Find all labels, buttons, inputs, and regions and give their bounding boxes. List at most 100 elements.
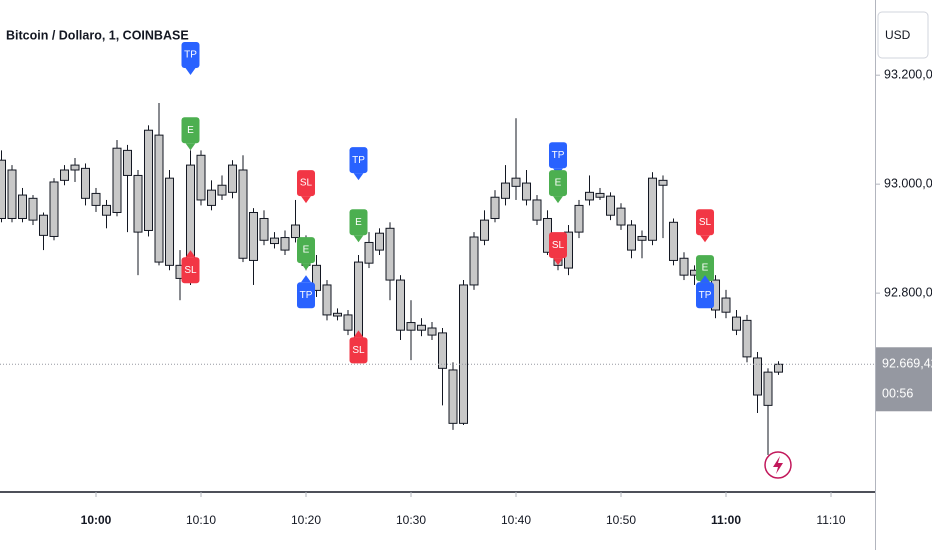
candle-body bbox=[102, 204, 112, 216]
candle-body bbox=[511, 177, 521, 187]
candle-body bbox=[375, 232, 385, 251]
candle-body bbox=[0, 159, 7, 219]
candle-body bbox=[217, 184, 227, 196]
candle-body bbox=[721, 297, 731, 313]
marker-label: SL bbox=[184, 265, 197, 276]
chart-title: Bitcoin / Dollaro, 1, COINBASE bbox=[6, 28, 189, 42]
trade-marker: TP bbox=[349, 147, 368, 181]
candle-body bbox=[354, 261, 364, 341]
candle-body bbox=[112, 147, 122, 213]
marker-label: E bbox=[303, 245, 310, 256]
marker-label: TP bbox=[552, 150, 565, 161]
x-tick-label: 10:10 bbox=[186, 513, 216, 527]
candle-body bbox=[417, 324, 427, 331]
candle-body bbox=[595, 192, 605, 198]
marker-pointer bbox=[185, 143, 196, 151]
candle-body bbox=[49, 181, 59, 237]
currency: USD bbox=[885, 28, 911, 42]
candle-body bbox=[81, 167, 91, 199]
candle-body bbox=[291, 224, 301, 239]
marker-label: E bbox=[187, 125, 194, 136]
candle-body bbox=[658, 179, 668, 186]
candle-body bbox=[459, 284, 469, 424]
candle-body bbox=[133, 174, 143, 233]
candle-body bbox=[480, 219, 490, 241]
candle-body bbox=[648, 177, 658, 241]
trade-marker: SL bbox=[549, 232, 568, 266]
candle-body bbox=[606, 195, 616, 216]
marker-box bbox=[549, 232, 568, 259]
x-tick-label: 10:40 bbox=[501, 513, 531, 527]
candle-body bbox=[448, 369, 458, 424]
candle-body bbox=[364, 241, 374, 264]
candle-body bbox=[28, 197, 38, 221]
trade-marker: TP bbox=[696, 275, 715, 309]
marker-box bbox=[349, 337, 368, 364]
candle-body bbox=[196, 154, 206, 201]
candle-body bbox=[70, 164, 80, 171]
marker-box bbox=[696, 282, 715, 309]
candle-body bbox=[39, 214, 49, 236]
marker-pointer bbox=[353, 330, 364, 338]
candle-body bbox=[280, 237, 290, 251]
trade-marker: TP bbox=[181, 42, 200, 76]
candle-body bbox=[123, 149, 133, 176]
marker-box bbox=[549, 170, 568, 197]
plot-area: TP E SL SL E TP TP E SL TP E SL SL E TP bbox=[0, 42, 784, 455]
candle-body bbox=[343, 314, 353, 331]
candle-body bbox=[469, 236, 479, 286]
alert-icon[interactable] bbox=[764, 451, 792, 479]
marker-pointer bbox=[301, 263, 312, 271]
candle-body bbox=[574, 204, 584, 233]
marker-pointer bbox=[553, 258, 564, 266]
marker-box bbox=[297, 237, 316, 264]
marker-pointer bbox=[301, 275, 312, 283]
candle-body bbox=[616, 207, 626, 226]
marker-pointer bbox=[353, 173, 364, 181]
candle-body bbox=[627, 224, 637, 251]
marker-pointer bbox=[700, 235, 711, 243]
candle-body bbox=[585, 191, 595, 201]
candle-body bbox=[532, 199, 542, 221]
trade-marker: SL bbox=[181, 250, 200, 284]
candle-body bbox=[91, 192, 101, 206]
last-price-label: 92.669,42 bbox=[882, 357, 932, 371]
x-tick-label: 10:20 bbox=[291, 513, 321, 527]
candle-body bbox=[501, 182, 511, 199]
candle-body bbox=[165, 177, 175, 266]
x-tick-label: 11:00 bbox=[711, 513, 741, 527]
y-tick-label: 93.200,00 bbox=[884, 67, 932, 81]
trade-marker: SL bbox=[297, 170, 316, 204]
candle-body bbox=[259, 217, 269, 241]
x-tick-label: 10:00 bbox=[81, 513, 112, 527]
y-tick-label: 92.800,00 bbox=[884, 285, 932, 299]
candle-body bbox=[679, 257, 689, 276]
x-tick-label: 10:50 bbox=[606, 513, 636, 527]
candle-body bbox=[207, 189, 217, 206]
marker-box bbox=[349, 209, 368, 236]
marker-label: E bbox=[702, 263, 709, 274]
candle-body bbox=[270, 237, 280, 245]
x-tick-label: 11:10 bbox=[816, 513, 845, 527]
candle-body bbox=[774, 363, 784, 373]
marker-pointer bbox=[553, 196, 564, 204]
candle-body bbox=[522, 182, 532, 201]
marker-label: TP bbox=[699, 290, 712, 301]
y-tick-label: 93.000,00 bbox=[884, 176, 932, 190]
marker-box bbox=[181, 117, 200, 144]
candle-body bbox=[753, 357, 763, 396]
marker-box bbox=[696, 209, 715, 236]
candle-body bbox=[742, 319, 752, 358]
marker-label: SL bbox=[552, 240, 565, 251]
trade-marker: E bbox=[349, 209, 368, 243]
currency-box[interactable] bbox=[877, 11, 929, 59]
trade-marker: SL bbox=[696, 209, 715, 243]
candle-body bbox=[228, 164, 238, 193]
marker-label: TP bbox=[300, 290, 313, 301]
candle-body bbox=[7, 169, 17, 219]
marker-label: E bbox=[555, 178, 562, 189]
candle-body bbox=[238, 169, 248, 259]
countdown: 00:56 bbox=[882, 387, 913, 401]
candle-body bbox=[144, 129, 154, 231]
